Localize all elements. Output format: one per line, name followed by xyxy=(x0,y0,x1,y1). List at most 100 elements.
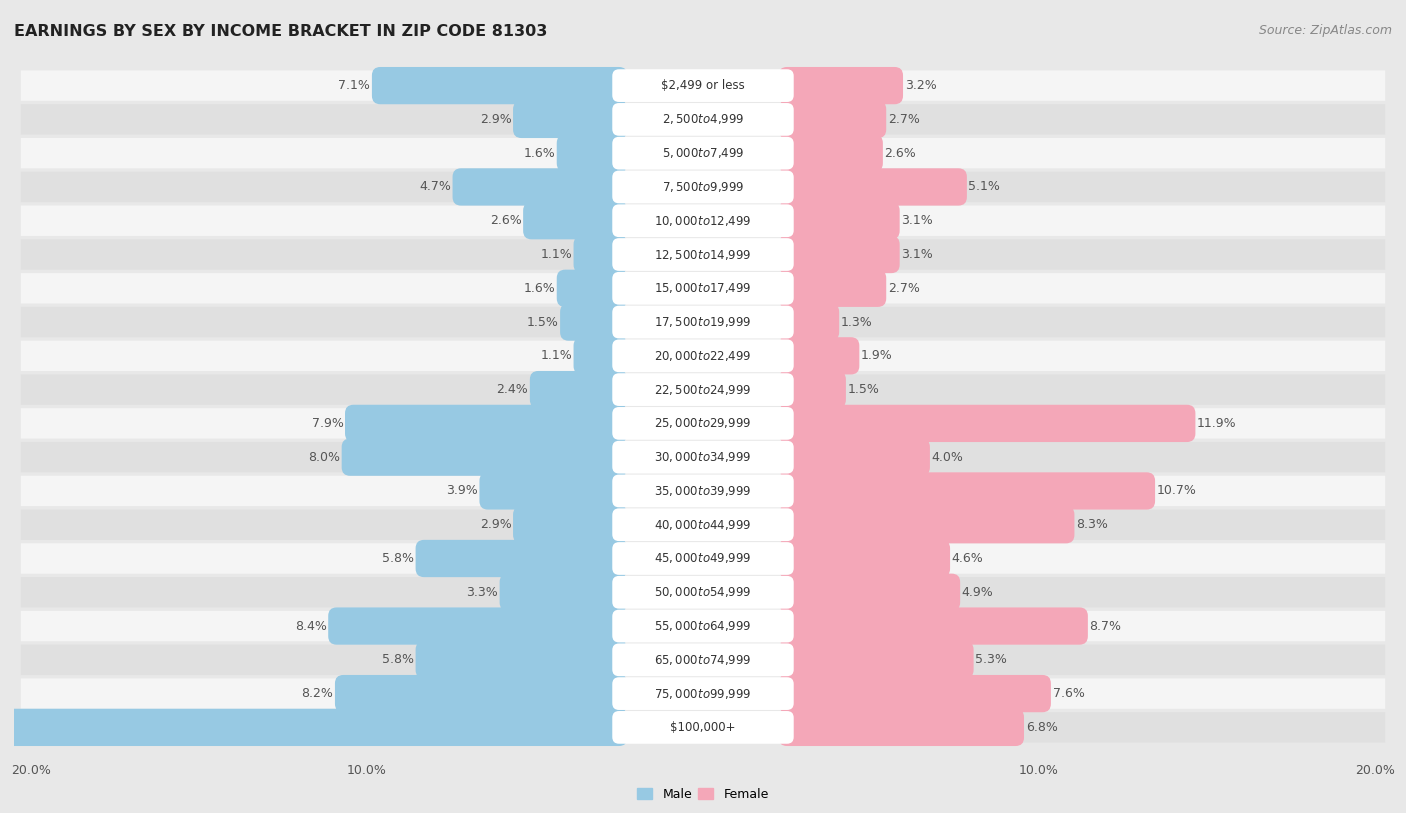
FancyBboxPatch shape xyxy=(612,137,794,170)
Text: 2.4%: 2.4% xyxy=(496,383,529,396)
Text: $20,000 to $22,499: $20,000 to $22,499 xyxy=(654,349,752,363)
Text: $50,000 to $54,999: $50,000 to $54,999 xyxy=(654,585,752,599)
Text: 3.9%: 3.9% xyxy=(446,485,478,498)
Text: 3.2%: 3.2% xyxy=(904,79,936,92)
Text: Source: ZipAtlas.com: Source: ZipAtlas.com xyxy=(1258,24,1392,37)
FancyBboxPatch shape xyxy=(779,405,1195,442)
FancyBboxPatch shape xyxy=(21,206,1385,236)
Text: 1.1%: 1.1% xyxy=(540,248,572,261)
Text: 8.4%: 8.4% xyxy=(295,620,326,633)
Text: 1.6%: 1.6% xyxy=(523,282,555,295)
FancyBboxPatch shape xyxy=(612,441,794,473)
FancyBboxPatch shape xyxy=(373,67,627,104)
Text: $12,500 to $14,999: $12,500 to $14,999 xyxy=(654,247,752,262)
FancyBboxPatch shape xyxy=(21,239,1385,270)
FancyBboxPatch shape xyxy=(574,236,627,273)
FancyBboxPatch shape xyxy=(530,371,627,408)
FancyBboxPatch shape xyxy=(612,576,794,609)
FancyBboxPatch shape xyxy=(779,574,960,611)
Text: 11.9%: 11.9% xyxy=(1197,417,1237,430)
FancyBboxPatch shape xyxy=(479,472,627,510)
FancyBboxPatch shape xyxy=(21,543,1385,574)
Text: $30,000 to $34,999: $30,000 to $34,999 xyxy=(654,450,752,464)
FancyBboxPatch shape xyxy=(779,472,1156,510)
FancyBboxPatch shape xyxy=(335,675,627,712)
FancyBboxPatch shape xyxy=(21,577,1385,607)
FancyBboxPatch shape xyxy=(328,607,627,645)
FancyBboxPatch shape xyxy=(779,540,950,577)
FancyBboxPatch shape xyxy=(779,67,903,104)
FancyBboxPatch shape xyxy=(612,711,794,744)
FancyBboxPatch shape xyxy=(612,508,794,541)
Text: $10,000 to $12,499: $10,000 to $12,499 xyxy=(654,214,752,228)
Text: 5.8%: 5.8% xyxy=(382,552,413,565)
FancyBboxPatch shape xyxy=(416,641,627,679)
FancyBboxPatch shape xyxy=(0,709,627,746)
FancyBboxPatch shape xyxy=(779,337,859,375)
FancyBboxPatch shape xyxy=(21,71,1385,101)
Text: 1.1%: 1.1% xyxy=(540,350,572,363)
Text: 2.9%: 2.9% xyxy=(479,113,512,126)
FancyBboxPatch shape xyxy=(779,675,1050,712)
FancyBboxPatch shape xyxy=(416,540,627,577)
Text: 2.6%: 2.6% xyxy=(489,215,522,227)
FancyBboxPatch shape xyxy=(344,405,627,442)
FancyBboxPatch shape xyxy=(21,375,1385,405)
FancyBboxPatch shape xyxy=(21,104,1385,135)
FancyBboxPatch shape xyxy=(21,645,1385,675)
FancyBboxPatch shape xyxy=(453,168,627,206)
FancyBboxPatch shape xyxy=(779,270,886,307)
Text: 4.0%: 4.0% xyxy=(932,450,963,463)
Text: $2,500 to $4,999: $2,500 to $4,999 xyxy=(662,112,744,126)
FancyBboxPatch shape xyxy=(612,610,794,642)
Text: 7.1%: 7.1% xyxy=(339,79,370,92)
FancyBboxPatch shape xyxy=(21,273,1385,303)
FancyBboxPatch shape xyxy=(612,340,794,372)
FancyBboxPatch shape xyxy=(21,510,1385,540)
Text: $55,000 to $64,999: $55,000 to $64,999 xyxy=(654,619,752,633)
Text: 1.9%: 1.9% xyxy=(860,350,893,363)
FancyBboxPatch shape xyxy=(21,611,1385,641)
Text: 1.5%: 1.5% xyxy=(848,383,879,396)
FancyBboxPatch shape xyxy=(612,542,794,575)
FancyBboxPatch shape xyxy=(21,476,1385,506)
Text: $5,000 to $7,499: $5,000 to $7,499 xyxy=(662,146,744,160)
Text: 2.6%: 2.6% xyxy=(884,146,917,159)
Text: 4.7%: 4.7% xyxy=(419,180,451,193)
FancyBboxPatch shape xyxy=(21,408,1385,438)
FancyBboxPatch shape xyxy=(779,303,839,341)
Text: 8.2%: 8.2% xyxy=(301,687,333,700)
Text: $45,000 to $49,999: $45,000 to $49,999 xyxy=(654,551,752,566)
Text: 1.3%: 1.3% xyxy=(841,315,873,328)
Text: 3.1%: 3.1% xyxy=(901,248,934,261)
FancyBboxPatch shape xyxy=(779,709,1024,746)
FancyBboxPatch shape xyxy=(560,303,627,341)
FancyBboxPatch shape xyxy=(21,307,1385,337)
FancyBboxPatch shape xyxy=(612,238,794,271)
Text: $15,000 to $17,499: $15,000 to $17,499 xyxy=(654,281,752,295)
FancyBboxPatch shape xyxy=(779,202,900,239)
Text: 6.8%: 6.8% xyxy=(1025,721,1057,734)
FancyBboxPatch shape xyxy=(21,712,1385,742)
FancyBboxPatch shape xyxy=(612,306,794,338)
FancyBboxPatch shape xyxy=(612,677,794,710)
Text: 7.6%: 7.6% xyxy=(1053,687,1084,700)
FancyBboxPatch shape xyxy=(779,438,929,476)
Text: $25,000 to $29,999: $25,000 to $29,999 xyxy=(654,416,752,430)
Text: 10.7%: 10.7% xyxy=(1157,485,1197,498)
FancyBboxPatch shape xyxy=(612,407,794,440)
Text: 5.8%: 5.8% xyxy=(382,654,413,667)
FancyBboxPatch shape xyxy=(779,506,1074,543)
FancyBboxPatch shape xyxy=(779,371,846,408)
FancyBboxPatch shape xyxy=(612,204,794,237)
FancyBboxPatch shape xyxy=(499,574,627,611)
FancyBboxPatch shape xyxy=(513,101,627,138)
Text: 3.1%: 3.1% xyxy=(901,215,934,227)
Text: $2,499 or less: $2,499 or less xyxy=(661,79,745,92)
Text: $100,000+: $100,000+ xyxy=(671,721,735,734)
Text: 7.9%: 7.9% xyxy=(312,417,343,430)
FancyBboxPatch shape xyxy=(779,641,973,679)
FancyBboxPatch shape xyxy=(612,272,794,305)
Text: $40,000 to $44,999: $40,000 to $44,999 xyxy=(654,518,752,532)
Text: 1.6%: 1.6% xyxy=(523,146,555,159)
